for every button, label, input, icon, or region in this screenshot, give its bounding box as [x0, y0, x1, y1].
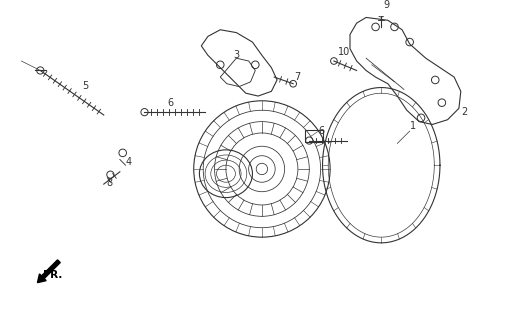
Text: 6: 6	[319, 126, 325, 136]
Text: 10: 10	[338, 47, 350, 57]
Text: 2: 2	[461, 107, 467, 117]
Text: 5: 5	[82, 81, 88, 92]
FancyArrow shape	[38, 260, 60, 283]
Text: 4: 4	[126, 157, 132, 167]
Text: 7: 7	[294, 72, 301, 82]
Text: 6: 6	[167, 98, 173, 108]
Text: 9: 9	[383, 0, 389, 10]
Text: FR.: FR.	[43, 270, 63, 280]
Text: 3: 3	[233, 50, 240, 60]
Text: 8: 8	[107, 178, 113, 188]
Text: 1: 1	[411, 121, 416, 131]
